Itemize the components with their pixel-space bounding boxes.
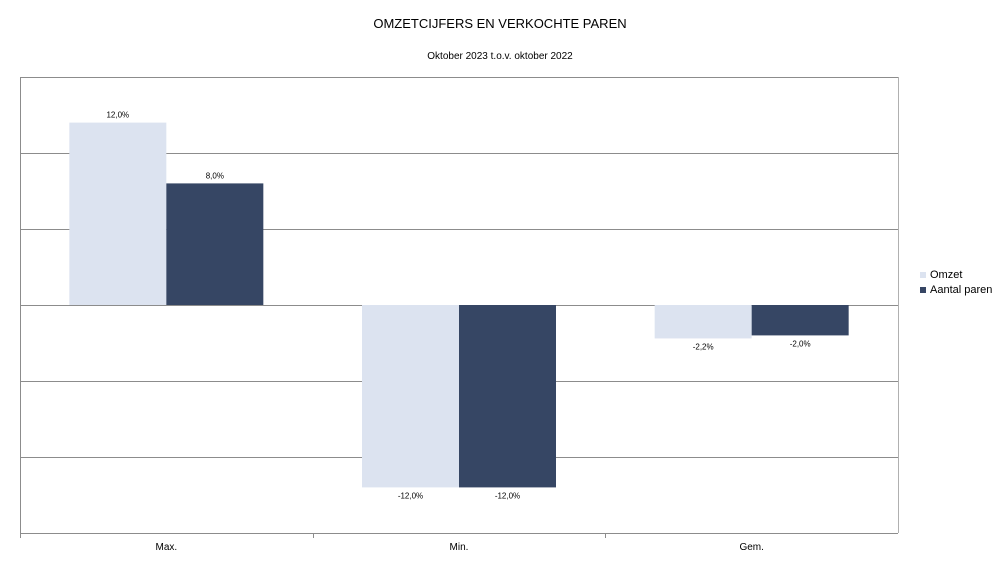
data-label: -12,0% [398, 491, 423, 500]
legend-label-aantal-paren: Aantal paren [930, 284, 993, 296]
data-label: 8,0% [206, 171, 224, 180]
bar [459, 305, 556, 488]
data-label: -2,2% [693, 342, 714, 351]
legend-label-omzet: Omzet [930, 269, 963, 281]
x-tick-label: Max. [155, 542, 177, 553]
x-tick-label: Min. [450, 542, 469, 553]
legend-item-aantal-paren: Aantal paren [920, 283, 992, 297]
data-label: -12,0% [495, 491, 520, 500]
bar [69, 122, 167, 305]
chart-subtitle: Oktober 2023 t.o.v. oktober 2022 [427, 51, 573, 62]
bar [654, 305, 752, 339]
bar [362, 305, 459, 488]
bar [751, 305, 849, 336]
legend-swatch-aantal-paren [920, 287, 926, 293]
x-tick-label: Gem. [739, 542, 763, 553]
legend-swatch-omzet [920, 272, 926, 278]
chart-title: OMZETCIJFERS EN VERKOCHTE PAREN [373, 16, 627, 31]
legend-item-omzet: Omzet [920, 268, 992, 282]
bar [166, 183, 264, 305]
data-label: 12,0% [106, 111, 129, 120]
chart-legend: Omzet Aantal paren [920, 268, 992, 298]
data-label: -2,0% [790, 339, 811, 348]
